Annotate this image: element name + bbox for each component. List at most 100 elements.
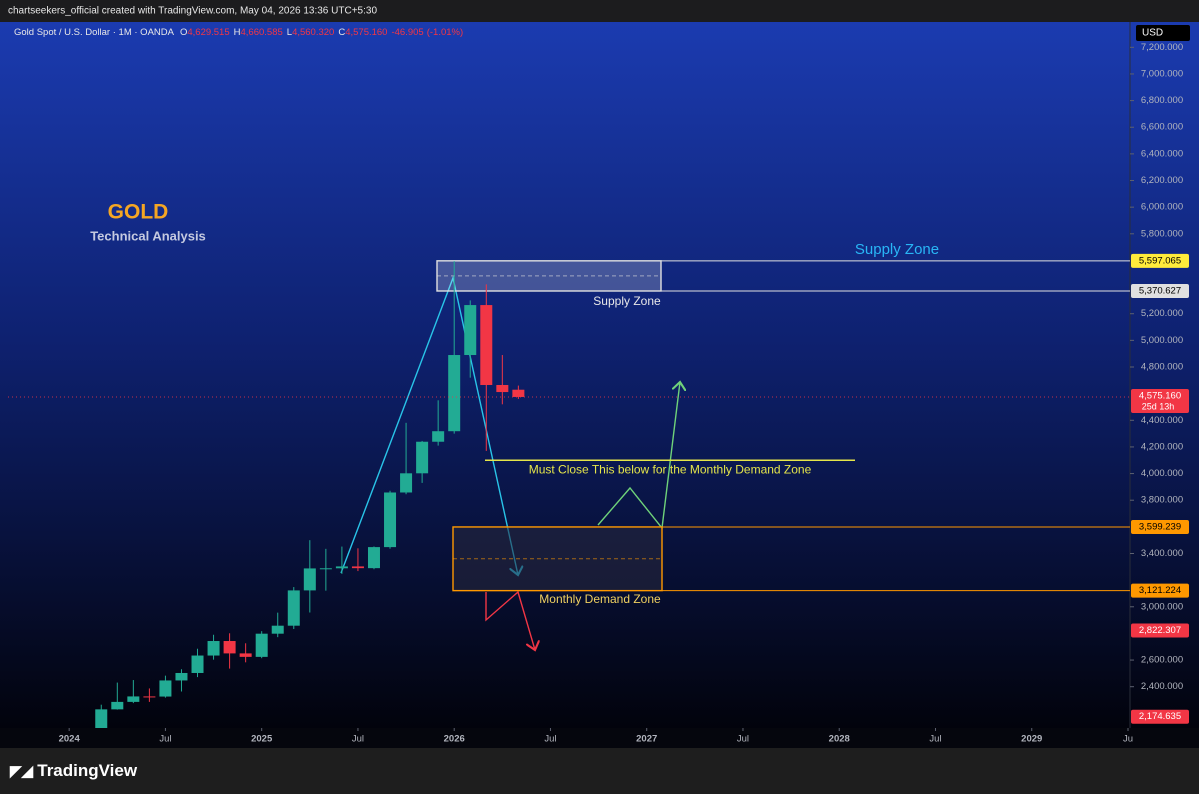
- y-tick-label: 6,600.000: [1141, 122, 1183, 133]
- x-tick-label: 2028: [829, 734, 850, 745]
- price-tag: [1131, 283, 1189, 298]
- supply-heading: Supply Zone: [855, 241, 939, 258]
- y-tick-label: 3,800.000: [1141, 495, 1183, 506]
- candle-body: [400, 473, 413, 493]
- candle-body: [367, 547, 380, 569]
- x-tick-label: Jul: [159, 734, 171, 745]
- candle-body: [287, 590, 300, 626]
- candle-body: [335, 566, 348, 569]
- arrow-drawing: [597, 382, 680, 530]
- candle-body: [448, 355, 461, 432]
- annotation-title: GOLD: [108, 201, 169, 224]
- change: -46.905: [391, 27, 423, 38]
- candle-body: [255, 633, 268, 657]
- candle-body: [464, 305, 477, 356]
- y-tick-label: 6,000.000: [1141, 202, 1183, 213]
- brand: ◤◢ TradingView: [9, 761, 138, 780]
- ohlc-key: H: [234, 27, 241, 38]
- ohlc-key: L: [287, 27, 292, 38]
- x-tick-label: 2026: [444, 734, 465, 745]
- currency-box: [1136, 25, 1190, 41]
- candle-body: [111, 701, 124, 710]
- price-tag: [1131, 709, 1189, 724]
- price-tag: [1131, 623, 1189, 638]
- brand-mark: ◤◢: [9, 763, 37, 780]
- price-tag-label: 3,121.224: [1139, 585, 1181, 596]
- price-tag-label: 2,822.307: [1139, 625, 1181, 636]
- annotation-subtitle: Technical Analysis: [90, 228, 206, 243]
- candle-body: [512, 389, 525, 397]
- drawings: [340, 275, 680, 650]
- brand-name: TradingView: [37, 761, 138, 780]
- price-tag-label: 2,174.635: [1139, 711, 1181, 722]
- price-tag: [1131, 388, 1189, 413]
- candle-body: [223, 641, 236, 654]
- y-tick-label: 5,000.000: [1141, 335, 1183, 346]
- y-tick-label: 4,000.000: [1141, 468, 1183, 479]
- ohlc-value: 4,575.160: [345, 27, 387, 38]
- candle-body: [159, 680, 172, 697]
- credit: chartseekers_official created with Tradi…: [8, 6, 377, 17]
- y-tick-label: 4,200.000: [1141, 441, 1183, 452]
- candle-body: [207, 641, 220, 656]
- y-tick-label: 3,400.000: [1141, 548, 1183, 559]
- legend-text: Gold Spot / U.S. Dollar · 1M · OANDA O4,6…: [14, 27, 463, 38]
- y-tick-label: 2,600.000: [1141, 655, 1183, 666]
- plot-background: [0, 22, 1199, 728]
- candle-body: [271, 625, 284, 634]
- candle-body: [319, 568, 332, 570]
- price-tag-label: 4,575.160: [1139, 390, 1181, 401]
- header-bar: [0, 0, 1199, 22]
- y-tick-label: 7,000.000: [1141, 68, 1183, 79]
- price-tag: [1131, 253, 1189, 268]
- x-tick-label: Jul: [352, 734, 364, 745]
- zone-label: Supply Zone: [593, 294, 661, 308]
- plot-layer: [8, 260, 1130, 728]
- ohlc-value: 4,629.515: [187, 27, 229, 38]
- x-tick-label: 2024: [59, 734, 81, 745]
- candle-body: [496, 384, 509, 393]
- countdown: 25d 13h: [1142, 401, 1175, 411]
- y-tick-label: 4,400.000: [1141, 415, 1183, 426]
- price-tag: [1131, 583, 1189, 598]
- legend: Gold Spot / U.S. Dollar · 1M · OANDA O4,6…: [14, 27, 463, 38]
- candle-body: [239, 653, 252, 657]
- candle-body: [303, 568, 316, 591]
- y-tick-label: 6,200.000: [1141, 175, 1183, 186]
- x-tick-label: Jul: [737, 734, 749, 745]
- y-tick-label: 6,800.000: [1141, 95, 1183, 106]
- arrow-drawing: [340, 275, 518, 575]
- x-tick-label: 2029: [1021, 734, 1042, 745]
- candle-body: [351, 566, 364, 569]
- y-tick-label: 3,000.000: [1141, 601, 1183, 612]
- candle-body: [384, 492, 397, 548]
- x-tick-label: Jul: [544, 734, 556, 745]
- x-tick-label: Ju: [1123, 734, 1133, 745]
- ohlc-value: 4,660.585: [241, 27, 283, 38]
- zone-label: Monthly Demand Zone: [539, 592, 661, 606]
- y-tick-label: 4,800.000: [1141, 362, 1183, 373]
- candle-body: [432, 431, 445, 442]
- price-tag-label: 5,597.065: [1139, 255, 1181, 266]
- ohlc-key: C: [338, 27, 345, 38]
- symbol: Gold Spot / U.S. Dollar · 1M · OANDA: [14, 27, 175, 38]
- time-axis: [0, 728, 1199, 748]
- y-tick-label: 6,400.000: [1141, 148, 1183, 159]
- candle-body: [175, 672, 188, 681]
- y-tick-label: 2,400.000: [1141, 681, 1183, 692]
- change-pct: (-1.01%): [427, 27, 463, 38]
- y-tick-label: 5,800.000: [1141, 228, 1183, 239]
- y-tick-label: 7,200.000: [1141, 42, 1183, 53]
- candle-body: [416, 441, 429, 474]
- y-tick-label: 5,200.000: [1141, 308, 1183, 319]
- currency: USD: [1142, 28, 1163, 39]
- level-label: Must Close This below for the Monthly De…: [529, 462, 812, 476]
- zone-box: [452, 526, 663, 592]
- arrow-drawing: [485, 590, 535, 650]
- price-tag-label: 5,370.627: [1139, 286, 1181, 297]
- ohlc-key: O: [180, 27, 187, 38]
- footer-bar: [0, 748, 1199, 794]
- candle-body: [95, 709, 108, 728]
